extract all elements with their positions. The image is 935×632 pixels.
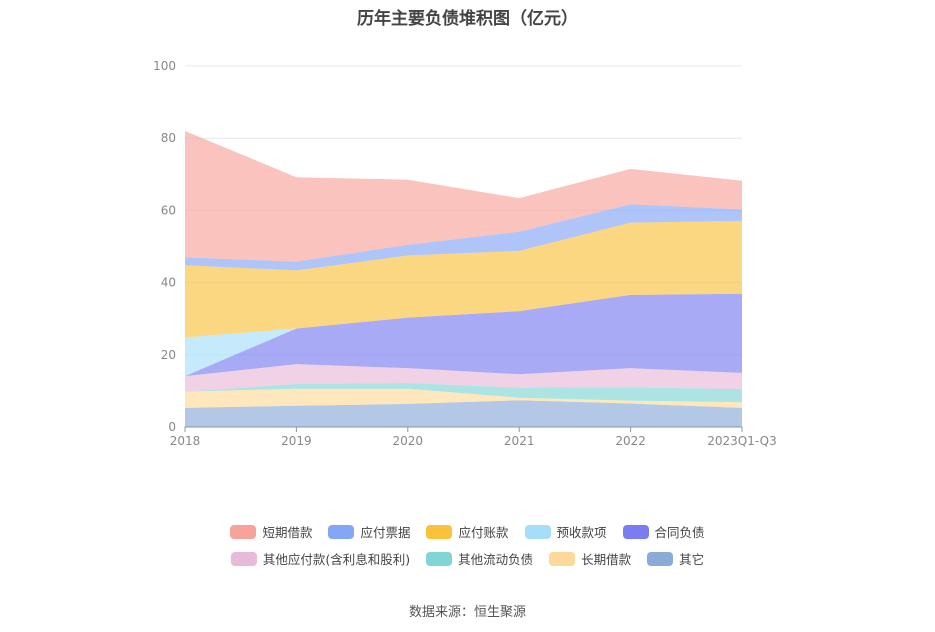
legend-row-2: 其他应付款(含利息和股利) 其他流动负债 长期借款 其它 [0, 549, 935, 568]
y-tick-label: 60 [161, 203, 176, 217]
legend-swatch [426, 551, 453, 566]
area-其他应付款(含利息和股利) [185, 364, 742, 392]
legend-item[interactable]: 应付账款 [426, 522, 509, 541]
legend-item[interactable]: 长期借款 [549, 549, 631, 568]
legend-swatch [549, 551, 576, 566]
legend-label: 长期借款 [581, 552, 632, 567]
area-应付票据 [185, 204, 742, 271]
legend-swatch [230, 551, 257, 566]
legend-swatch [524, 524, 551, 539]
legend-swatch [647, 551, 674, 566]
area-其他流动负债 [185, 382, 742, 403]
legend-item[interactable]: 其他应付款(含利息和股利) [230, 549, 411, 568]
legend-label: 其他流动负债 [458, 552, 534, 567]
data-source: 数据来源：恒生聚源 [408, 605, 526, 620]
area-短期借款 [185, 130, 742, 262]
stacked-area-chart: 0 20 40 60 80 100 2018 2019 2020 2021 2022 2023Q1-Q… [153, 59, 777, 448]
legend-label: 合同负债 [654, 525, 705, 540]
legend-label: 其他应付款(含利息和股利) [262, 552, 411, 567]
y-tick-label: 0 [168, 420, 176, 434]
legend-swatch [426, 524, 453, 539]
area-长期借款 [185, 388, 742, 408]
legend-label: 预收款项 [556, 525, 607, 540]
x-tick-label: 2020 [393, 434, 424, 448]
area-其它 [185, 400, 742, 427]
legend-item[interactable]: 其它 [647, 549, 704, 568]
x-tick-label: 2022 [615, 434, 646, 448]
legend-label: 其它 [679, 552, 705, 567]
y-tick-label: 40 [161, 276, 176, 290]
x-tick-label: 2023Q1-Q3 [707, 434, 776, 448]
area-合同负债 [185, 293, 742, 377]
area-应付账款 [185, 220, 742, 338]
legend-label: 应付账款 [458, 525, 509, 540]
legend-item[interactable]: 其他流动负债 [426, 549, 533, 568]
legend-item[interactable]: 合同负债 [622, 522, 705, 541]
y-tick-label: 20 [161, 348, 176, 362]
legend-swatch [230, 524, 257, 539]
x-tick-label: 2019 [281, 434, 312, 448]
chart-title: 历年主要负债堆积图（亿元） [357, 9, 578, 29]
legend-swatch [622, 524, 649, 539]
legend-item[interactable]: 应付票据 [328, 522, 410, 541]
legend-swatch [328, 524, 355, 539]
x-tick-label: 2021 [504, 434, 535, 448]
legend-item[interactable]: 短期借款 [230, 522, 312, 541]
legend-label: 短期借款 [262, 525, 313, 540]
x-tick-label: 2018 [170, 434, 201, 448]
y-tick-label: 80 [161, 131, 176, 145]
legend-item[interactable]: 预收款项 [524, 522, 607, 541]
legend-row-1: 短期借款 应付票据 应付账款 预收款项 合同负债 [0, 522, 935, 541]
legend-label: 应付票据 [360, 525, 411, 540]
y-tick-label: 100 [153, 59, 176, 73]
